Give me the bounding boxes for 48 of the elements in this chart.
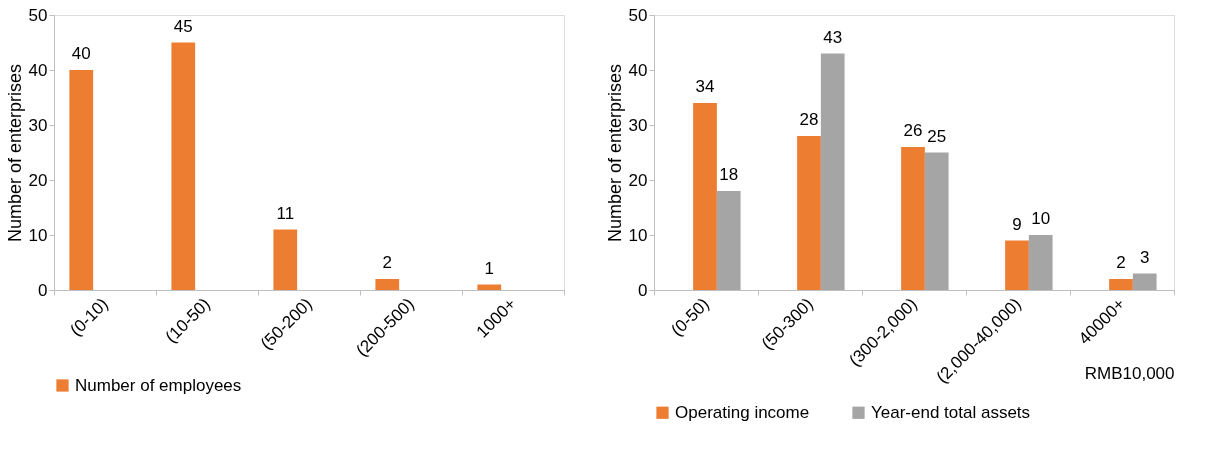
y-tick-label: 40 <box>28 60 48 80</box>
data-label: 25 <box>927 126 947 146</box>
legend-label: Number of employees <box>75 375 242 395</box>
y-tick-label: 30 <box>628 115 648 135</box>
data-label: 45 <box>173 16 193 36</box>
bar <box>171 42 196 290</box>
y-tick-label: 20 <box>28 170 48 190</box>
data-label: 9 <box>1012 214 1022 234</box>
y-tick-label: 0 <box>638 280 648 300</box>
y-tick-label: 40 <box>628 60 648 80</box>
data-label: 2 <box>382 253 393 272</box>
data-label: 3 <box>1139 247 1150 267</box>
bar <box>477 284 502 290</box>
data-label: 10 <box>1031 209 1051 228</box>
data-label: 18 <box>719 165 739 184</box>
bar <box>820 53 845 290</box>
bar <box>1005 240 1029 290</box>
y-tick-label: 0 <box>38 280 48 300</box>
legend-label: Operating income <box>675 402 810 422</box>
bar <box>1109 279 1133 290</box>
bar <box>716 191 741 290</box>
y-tick-label: 50 <box>28 5 48 25</box>
bar <box>901 147 925 290</box>
y-tick-label: 50 <box>628 5 648 25</box>
data-label: 1 <box>484 258 495 278</box>
y-tick-label: 20 <box>628 170 648 190</box>
data-label: 43 <box>823 27 843 47</box>
y-axis-title: Number of enterprises <box>604 63 625 243</box>
data-label: 34 <box>695 77 715 96</box>
bar <box>375 279 400 290</box>
bar <box>924 152 949 290</box>
y-tick-label: 10 <box>628 225 648 245</box>
y-tick-label: 30 <box>28 115 48 135</box>
data-label: 11 <box>276 203 295 223</box>
bar <box>273 229 298 290</box>
bar <box>693 103 717 290</box>
y-axis-title: Number of enterprises <box>4 63 25 243</box>
bar <box>797 136 821 290</box>
legend-label: Year-end total assets <box>871 402 1031 422</box>
data-label: 28 <box>799 110 819 129</box>
x-axis-title: RMB10,000 <box>1084 364 1175 384</box>
y-tick-label: 10 <box>28 225 48 245</box>
data-label: 26 <box>903 121 923 140</box>
bar <box>1028 235 1053 290</box>
bar <box>1132 273 1157 290</box>
data-label: 2 <box>1116 253 1126 272</box>
bar <box>69 70 94 290</box>
data-label: 40 <box>71 44 91 63</box>
